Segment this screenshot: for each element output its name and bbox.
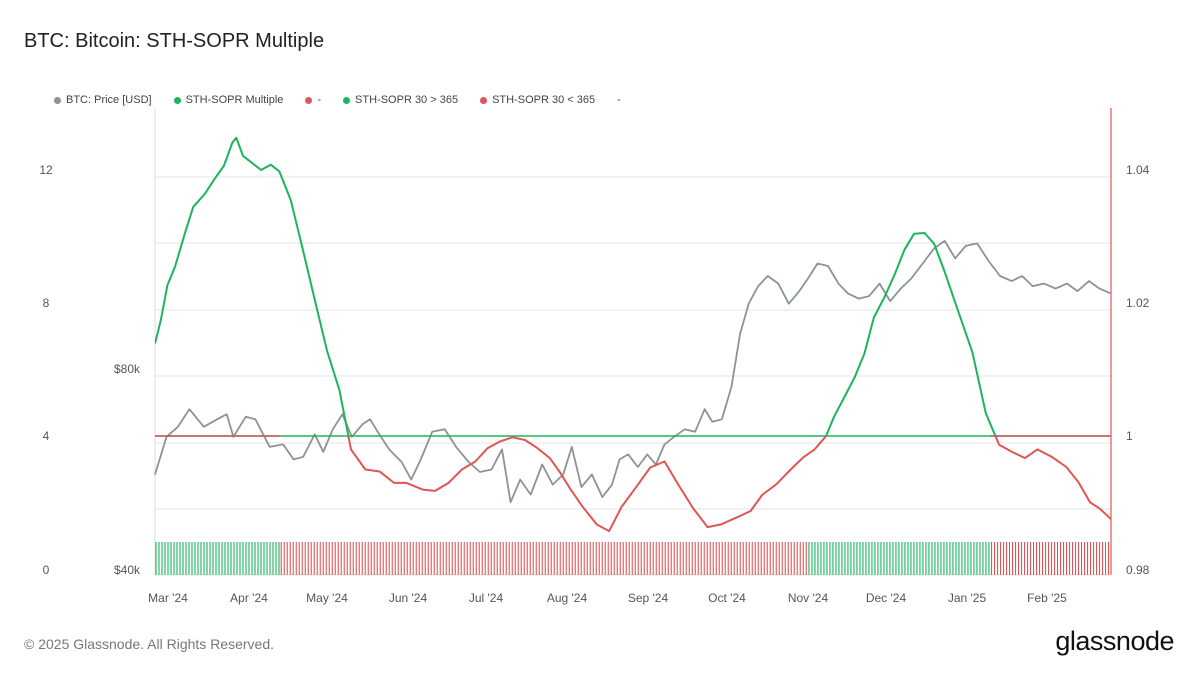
y-right-tick-label: 1.02	[1126, 296, 1150, 310]
legend-label: STH-SOPR 30 > 365	[355, 94, 459, 106]
legend-dot-icon	[305, 96, 313, 104]
legend-item[interactable]: BTC: Price [USD]	[54, 94, 152, 106]
legend-item[interactable]: -	[305, 94, 321, 106]
y-price-tick-label: $80k	[114, 362, 141, 376]
legend-label: STH-SOPR 30 < 365	[492, 94, 596, 106]
legend-item[interactable]: -	[617, 94, 621, 106]
legend-item[interactable]: STH-SOPR 30 < 365	[480, 94, 595, 106]
glassnode-logo[interactable]: glassnode	[1055, 626, 1174, 656]
x-tick-label: Dec '24	[866, 591, 907, 605]
legend-dot-icon	[343, 96, 351, 104]
x-tick-label: Apr '24	[230, 591, 268, 605]
x-tick-label: Aug '24	[547, 591, 588, 605]
legend-dot-icon	[54, 96, 61, 104]
x-tick-label: Nov '24	[788, 591, 829, 605]
y-right-tick-label: 0.98	[1126, 563, 1150, 577]
sopr-line-below	[347, 436, 1111, 533]
series-lines	[154, 136, 1112, 533]
chart-title: BTC: Bitcoin: STH-SOPR Multiple	[24, 30, 325, 52]
y-left-tick-label: 4	[43, 429, 50, 443]
y-right-tick-label: 1	[1126, 429, 1133, 443]
chart-legend: BTC: Price [USD] STH-SOPR Multiple - STH-SO…	[54, 94, 643, 106]
legend-dot-icon	[480, 96, 488, 104]
axes: 12 8 4 0 $80k $40k 1.04 1.02 1 0.98 Mar '24 Apr '24…	[39, 163, 1149, 605]
y-left-tick-label: 12	[39, 163, 53, 177]
chart-plot: 12 8 4 0 $80k $40k 1.04 1.02 1 0.98 Mar '24 Apr '24…	[39, 108, 1150, 605]
sopr-line-above	[155, 136, 997, 436]
legend-label: -	[617, 94, 621, 106]
y-left-tick-label: 8	[43, 296, 50, 310]
grid-lines	[154, 108, 1112, 576]
x-tick-label: Feb '25	[1027, 591, 1067, 605]
x-tick-label: Mar '24	[148, 591, 188, 605]
y-right-tick-label: 1.04	[1126, 163, 1150, 177]
x-tick-label: Sep '24	[628, 591, 669, 605]
legend-label: STH-SOPR Multiple	[185, 94, 284, 106]
y-left-tick-label: 0	[43, 563, 50, 577]
legend-item[interactable]: STH-SOPR 30 > 365	[343, 94, 458, 106]
x-tick-label: Jun '24	[389, 591, 428, 605]
legend-item[interactable]: STH-SOPR Multiple	[173, 94, 284, 106]
legend-label: BTC: Price [USD]	[66, 94, 152, 106]
regime-bars	[155, 542, 1110, 575]
x-tick-label: May '24	[306, 591, 348, 605]
price-line	[154, 240, 1112, 504]
x-tick-label: Jan '25	[948, 591, 987, 605]
legend-label: -	[317, 94, 322, 106]
y-price-tick-label: $40k	[114, 563, 141, 577]
x-tick-label: Jul '24	[469, 591, 504, 605]
x-tick-label: Oct '24	[708, 591, 746, 605]
legend-dot-icon	[173, 96, 181, 104]
copyright-footer: © 2025 Glassnode. All Rights Reserved.	[24, 636, 275, 652]
